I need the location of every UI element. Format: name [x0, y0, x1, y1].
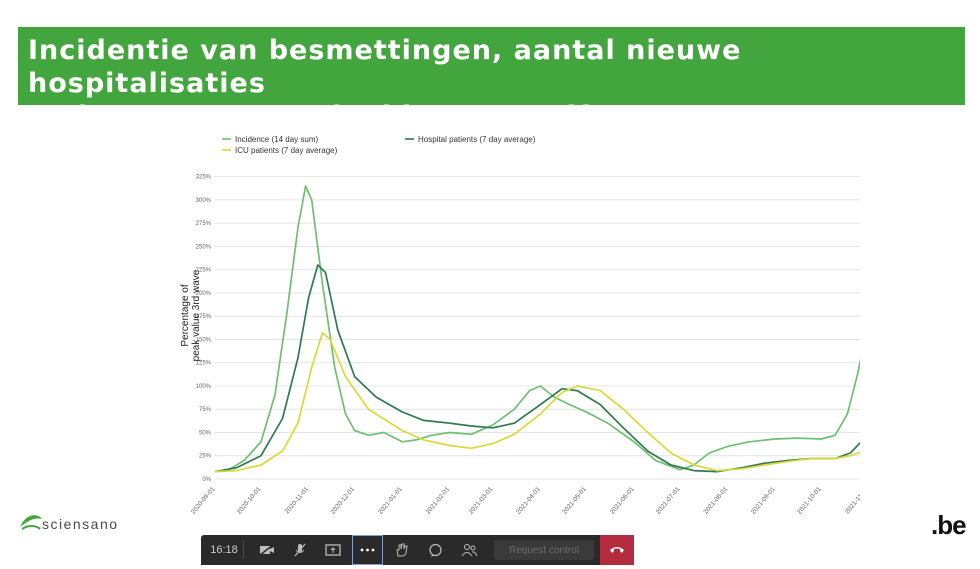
be-logo: .be — [931, 510, 967, 540]
mic-off-icon — [294, 543, 306, 557]
raise-hand-icon — [396, 543, 408, 557]
slide-title-line2: en ingenomen ICU bedden per golf — [28, 101, 590, 132]
slide-title-line1: Incidentie van besmettingen, aantal nieu… — [28, 35, 742, 99]
x-tick-label: 2021-01-01 — [377, 485, 404, 515]
toolbar-divider — [243, 541, 244, 559]
request-control-button[interactable]: Request control — [494, 540, 594, 560]
raise-hand-button[interactable] — [387, 535, 415, 565]
chat-icon — [428, 543, 442, 557]
y-tick-label: 75% — [199, 407, 212, 413]
meeting-time: 16:18 — [210, 544, 238, 556]
sciensano-logo: sciensano — [18, 509, 138, 537]
more-button[interactable] — [352, 535, 383, 565]
camera-button[interactable] — [253, 535, 281, 565]
series-line — [214, 332, 860, 473]
y-tick-label: 25% — [199, 454, 212, 460]
series-line — [214, 264, 860, 473]
x-tick-label: 2021-05-01 — [561, 485, 588, 515]
sciensano-leaf-icon — [20, 515, 42, 530]
x-tick-label: 2021-03-01 — [468, 485, 495, 515]
x-tick-label: 2021-10-01 — [796, 485, 823, 515]
hangup-button[interactable] — [600, 535, 634, 565]
y-tick-label: 100% — [196, 384, 212, 390]
camera-icon — [259, 544, 274, 556]
x-tick-label: 2020-09-01 — [190, 485, 217, 515]
y-tick-label: 300% — [196, 198, 212, 204]
y-tick-label: 50% — [199, 430, 212, 436]
mic-button[interactable] — [286, 535, 314, 565]
y-tick-label: 250% — [196, 244, 212, 250]
y-tick-label: 125% — [196, 361, 212, 367]
legend-label: ICU patients (7 day average) — [235, 146, 338, 155]
y-tick-label: 150% — [196, 337, 212, 343]
line-chart: 0% 25% 50% 75% 100% 125% 150% 175% 200% 225% 250% 2… — [180, 135, 860, 516]
share-screen-button[interactable] — [319, 535, 347, 565]
sciensano-logo-text: sciensano — [42, 516, 119, 532]
more-icon — [360, 548, 375, 552]
x-tick-label: 2021-09-01 — [750, 485, 777, 515]
y-tick-label: 275% — [196, 221, 212, 227]
x-tick-label: 2021-02-01 — [425, 485, 452, 515]
x-tick-label: 2021-11-01 — [844, 486, 860, 516]
participants-icon — [461, 544, 477, 557]
meeting-toolbar: 16:18 Request control — [201, 535, 634, 565]
hangup-icon — [610, 547, 624, 553]
y-axis-label: Percentage ofpeak value 3rd wave — [180, 269, 202, 361]
x-tick-label: 2021-04-01 — [515, 485, 542, 515]
legend-label: Hospital patients (7 day average) — [418, 135, 536, 144]
y-tick-label: 175% — [196, 314, 212, 320]
y-tick-label: 325% — [196, 175, 212, 181]
series-line — [214, 185, 860, 473]
x-tick-label: 2021-07-01 — [655, 485, 682, 515]
y-tick-label: 200% — [196, 291, 212, 297]
x-tick-label: 2020-11-01 — [284, 486, 311, 516]
x-tick-label: 2021-08-01 — [702, 485, 729, 515]
x-tick-label: 2020-12-01 — [329, 485, 356, 515]
title-banner: Incidentie van besmettingen, aantal nieu… — [18, 27, 965, 132]
legend-label: Incidence (14 day sum) — [235, 135, 318, 144]
y-tick-label: 225% — [196, 268, 212, 274]
share-screen-icon — [325, 543, 341, 556]
chat-button[interactable] — [421, 535, 449, 565]
x-tick-label: 2021-06-01 — [609, 485, 636, 515]
y-tick-label: 0% — [202, 477, 211, 483]
participants-button[interactable] — [455, 535, 483, 565]
slide-title: Incidentie van besmettingen, aantal nieu… — [28, 34, 958, 133]
x-tick-label: 2020-10-01 — [236, 485, 263, 515]
